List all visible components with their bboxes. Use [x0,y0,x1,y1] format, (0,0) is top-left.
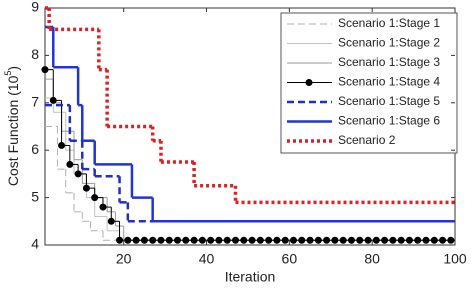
marker [281,236,289,244]
marker [215,236,223,244]
y-tick-label: 4 [31,236,39,252]
marker [198,236,206,244]
marker [82,184,90,192]
series [41,66,455,244]
marker [240,236,248,244]
x-axis-label: Iteration [225,269,276,285]
marker [414,236,422,244]
legend-label: Scenario 1:Stage 1 [338,16,440,30]
marker [124,236,132,244]
marker [207,236,215,244]
series [45,103,455,223]
marker [190,236,198,244]
y-tick-label: 6 [31,141,39,157]
marker [356,236,364,244]
marker [223,236,231,244]
marker [397,236,405,244]
series [45,25,455,223]
marker [314,236,322,244]
marker [347,236,355,244]
x-tick-label: 60 [282,251,298,267]
marker [132,236,140,244]
x-tick-label: 40 [199,251,215,267]
marker [165,236,173,244]
y-axis-label-close: ) [5,66,21,71]
marker [273,236,281,244]
marker [91,194,99,202]
marker [256,236,264,244]
x-tick-label: 80 [364,251,380,267]
marker [74,170,82,178]
marker [157,236,165,244]
y-tick-label: 7 [31,94,39,110]
legend-label: Scenario 2 [338,133,396,147]
x-tick-label: 20 [116,251,132,267]
marker [174,236,182,244]
marker [58,141,66,149]
y-axis-label-exponent: 5 [3,71,13,76]
y-tick-label: 5 [31,188,39,204]
y-axis-label-text: Cost Function (10 [5,75,21,186]
y-tick-label: 9 [31,0,39,15]
y-axis-label: Cost Function (105) [3,66,20,186]
legend-label: Scenario 1:Stage 2 [338,36,440,50]
marker [405,236,413,244]
x-tick-label: 100 [443,251,467,267]
marker [447,236,455,244]
marker [232,236,240,244]
marker [306,236,314,244]
marker [289,236,297,244]
marker [422,236,430,244]
marker [439,236,447,244]
marker [248,236,256,244]
marker [49,96,57,104]
legend-label: Scenario 1:Stage 5 [338,94,440,108]
marker [389,236,397,244]
marker [107,217,115,225]
marker [430,236,438,244]
marker [182,236,190,244]
marker [41,66,49,74]
marker [364,236,372,244]
marker [149,236,157,244]
marker [116,236,124,244]
marker [140,236,148,244]
legend-label: Scenario 1:Stage 6 [338,114,440,128]
marker [66,160,74,168]
y-tick-label: 8 [31,46,39,62]
marker [331,236,339,244]
legend-marker [305,79,313,86]
marker [323,236,331,244]
marker [372,236,380,244]
marker [381,236,389,244]
marker [99,203,107,211]
marker [339,236,347,244]
series [45,6,455,205]
legend-label: Scenario 1:Stage 4 [338,75,440,89]
marker [298,236,306,244]
marker [265,236,273,244]
legend-label: Scenario 1:Stage 3 [338,55,440,69]
